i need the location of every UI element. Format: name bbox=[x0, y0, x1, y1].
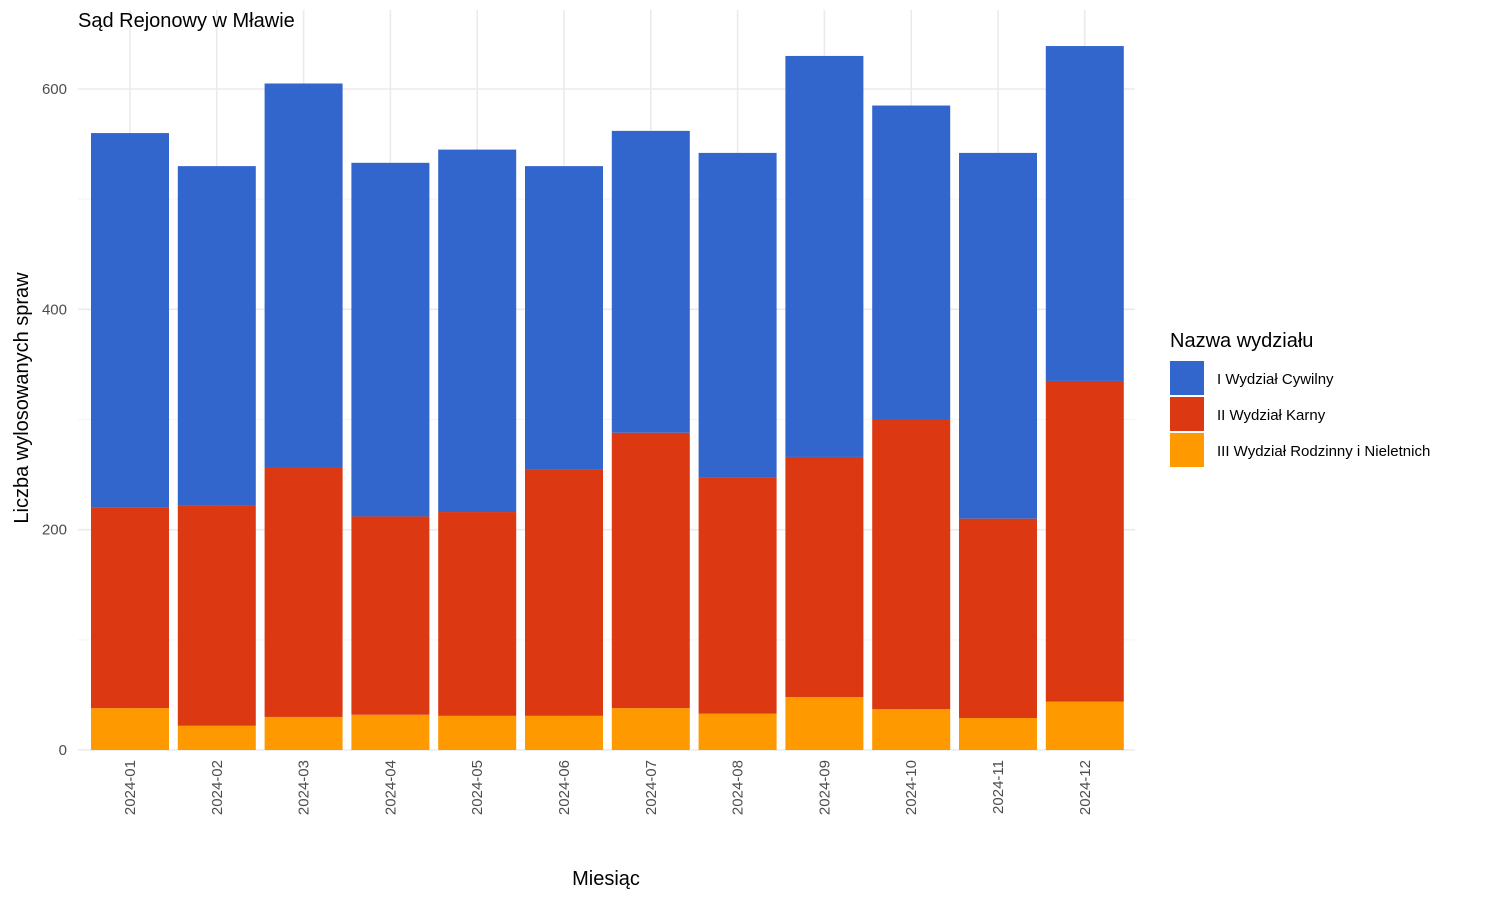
y-tick-labels: 0 200 400 600 bbox=[42, 81, 67, 759]
x-tick-label: 2024-06 bbox=[556, 760, 573, 815]
bar-segment bbox=[1045, 701, 1124, 750]
legend-swatch bbox=[1170, 397, 1204, 431]
bar-segment bbox=[698, 477, 777, 714]
bar-segment bbox=[698, 713, 777, 750]
legend-title: Nazwa wydziału bbox=[1170, 330, 1313, 352]
bar-segment bbox=[91, 708, 169, 750]
bar-segment bbox=[872, 419, 951, 710]
x-tick-label: 2024-09 bbox=[816, 760, 833, 815]
bar-segment bbox=[177, 166, 256, 506]
bar-segment bbox=[611, 708, 690, 750]
legend-swatch bbox=[1170, 433, 1204, 467]
bar-segment bbox=[351, 714, 430, 750]
bar-segment bbox=[611, 432, 690, 709]
legend-label: II Wydział Karny bbox=[1217, 407, 1326, 424]
bar-segment bbox=[91, 133, 169, 508]
bar-segment bbox=[177, 725, 256, 750]
bar-segment bbox=[959, 152, 1037, 519]
bar-segment bbox=[351, 516, 430, 715]
bar-segment bbox=[438, 512, 517, 716]
bar-segment bbox=[264, 467, 343, 717]
y-tick-label: 200 bbox=[42, 522, 67, 539]
legend-label: III Wydział Rodzinny i Nieletnich bbox=[1217, 443, 1430, 460]
bar-segment bbox=[1045, 46, 1124, 381]
bar-segment bbox=[264, 83, 343, 468]
bars bbox=[91, 46, 1124, 750]
bar-segment bbox=[785, 697, 864, 750]
x-tick-label: 2024-04 bbox=[382, 760, 399, 815]
x-tick-label: 2024-05 bbox=[469, 760, 486, 815]
bar-segment bbox=[959, 718, 1037, 750]
y-tick-label: 600 bbox=[42, 81, 67, 98]
y-tick-label: 400 bbox=[42, 301, 67, 318]
y-tick-label: 0 bbox=[59, 742, 67, 759]
bar-segment bbox=[438, 715, 517, 750]
bar-segment bbox=[1045, 380, 1124, 702]
x-tick-label: 2024-03 bbox=[296, 760, 313, 815]
bar-segment bbox=[438, 149, 517, 513]
x-tick-label: 2024-08 bbox=[730, 760, 747, 815]
legend-label: I Wydział Cywilny bbox=[1217, 371, 1334, 388]
x-tick-label: 2024-02 bbox=[209, 760, 226, 815]
bar-segment bbox=[959, 518, 1037, 719]
x-tick-label: 2024-12 bbox=[1077, 760, 1094, 815]
bar-segment bbox=[785, 456, 864, 698]
bar-segment bbox=[525, 469, 603, 716]
bar-segment bbox=[698, 152, 777, 478]
bar-segment bbox=[872, 709, 951, 750]
y-axis-title: Liczba wylosowanych spraw bbox=[11, 272, 33, 524]
bar-segment bbox=[351, 162, 430, 517]
bar-segment bbox=[525, 715, 603, 750]
x-tick-label: 2024-01 bbox=[122, 760, 139, 815]
bar-segment bbox=[872, 105, 951, 420]
x-tick-label: 2024-11 bbox=[990, 760, 1007, 814]
chart-title: Sąd Rejonowy w Mławie bbox=[78, 10, 295, 32]
bar-segment bbox=[611, 130, 690, 433]
x-tick-label: 2024-07 bbox=[643, 760, 660, 815]
x-tick-labels: 2024-01 2024-02 2024-03 2024-04 2024-05 2024-… bbox=[122, 760, 1094, 815]
x-tick-label: 2024-10 bbox=[903, 760, 920, 815]
legend: Nazwa wydziału I Wydział Cywilny II Wydzi… bbox=[1170, 330, 1430, 467]
bar-segment bbox=[177, 505, 256, 726]
bar-segment bbox=[264, 716, 343, 750]
legend-swatch bbox=[1170, 361, 1204, 395]
bar-segment bbox=[785, 55, 864, 457]
bar-segment bbox=[525, 166, 603, 470]
x-axis-title: Miesiąc bbox=[572, 868, 640, 890]
bar-segment bbox=[91, 507, 169, 709]
